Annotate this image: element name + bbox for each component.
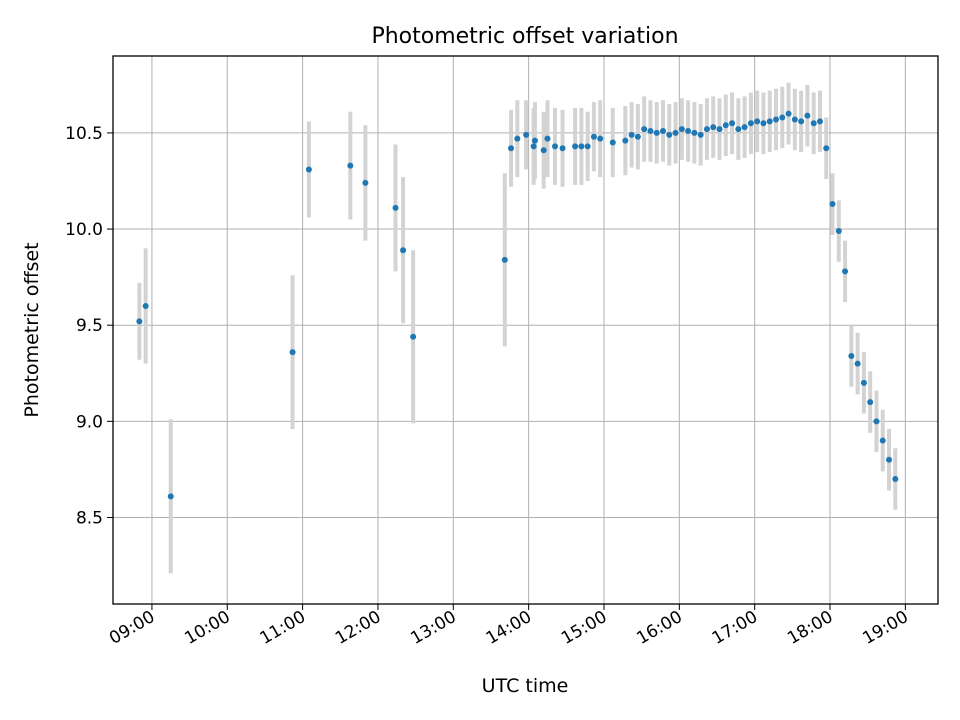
data-point [703, 126, 710, 133]
data-point [530, 143, 537, 150]
data-point [362, 179, 369, 186]
data-point [597, 135, 604, 142]
data-point [540, 147, 547, 154]
data-point [854, 360, 861, 367]
data-point [622, 137, 629, 144]
grid [113, 56, 938, 604]
data-point [716, 126, 723, 133]
data-point [886, 456, 893, 463]
data-point [584, 143, 591, 150]
y-tick-label: 10.5 [65, 124, 103, 144]
data-point [842, 268, 849, 275]
x-axis-label: UTC time [482, 675, 569, 697]
data-point [578, 143, 585, 150]
y-tick-label: 10.0 [65, 220, 103, 240]
data-point [501, 256, 508, 263]
data-point [142, 302, 149, 309]
data-point [747, 120, 754, 127]
data-point [804, 112, 811, 119]
data-point [697, 131, 704, 138]
y-tick-label: 9.0 [76, 412, 103, 432]
data-point [729, 120, 736, 127]
data-point [791, 116, 798, 123]
data-point [167, 493, 174, 500]
data-point [609, 139, 616, 146]
data-point [766, 118, 773, 125]
data-point [810, 120, 817, 127]
data-point [634, 133, 641, 140]
y-tick-label: 9.5 [76, 316, 103, 336]
data-point [523, 131, 530, 138]
data-point [641, 126, 648, 133]
data-point [628, 131, 635, 138]
data-point [559, 145, 566, 152]
data-point [392, 204, 399, 211]
data-point [873, 418, 880, 425]
data-point [823, 145, 830, 152]
data-point [879, 437, 886, 444]
data-point [722, 122, 729, 129]
data-point [785, 110, 792, 117]
data-point [860, 379, 867, 386]
data-point [653, 129, 660, 136]
data-point [691, 129, 698, 136]
data-point [741, 124, 748, 131]
data-point [289, 349, 296, 356]
data-point [305, 166, 312, 173]
data-points [136, 110, 899, 500]
data-point [867, 399, 874, 406]
data-point [829, 201, 836, 208]
data-point [685, 127, 692, 134]
data-point [531, 137, 538, 144]
data-point [590, 133, 597, 140]
data-point [572, 143, 579, 150]
chart-title: Photometric offset variation [371, 24, 678, 49]
data-point [508, 145, 515, 152]
data-point [400, 247, 407, 254]
data-point [136, 318, 143, 325]
data-point [779, 114, 786, 121]
data-point [552, 143, 559, 150]
data-point [754, 118, 761, 125]
data-point [666, 131, 673, 138]
data-point [848, 352, 855, 359]
data-point [773, 116, 780, 123]
data-point [760, 120, 767, 127]
data-point [816, 118, 823, 125]
data-point [544, 135, 551, 142]
data-point [798, 118, 805, 125]
data-point [347, 162, 354, 169]
data-point [660, 127, 666, 134]
data-point [735, 126, 742, 133]
data-point [514, 135, 521, 142]
y-tick-label: 8.5 [76, 508, 103, 528]
data-point [647, 127, 654, 134]
data-point [678, 126, 685, 133]
data-point [835, 227, 842, 234]
data-point [410, 333, 417, 340]
data-point [672, 129, 679, 136]
y-axis-label: Photometric offset [21, 242, 43, 417]
data-point [892, 476, 899, 483]
data-point [710, 124, 717, 131]
plot-frame [112, 55, 939, 605]
